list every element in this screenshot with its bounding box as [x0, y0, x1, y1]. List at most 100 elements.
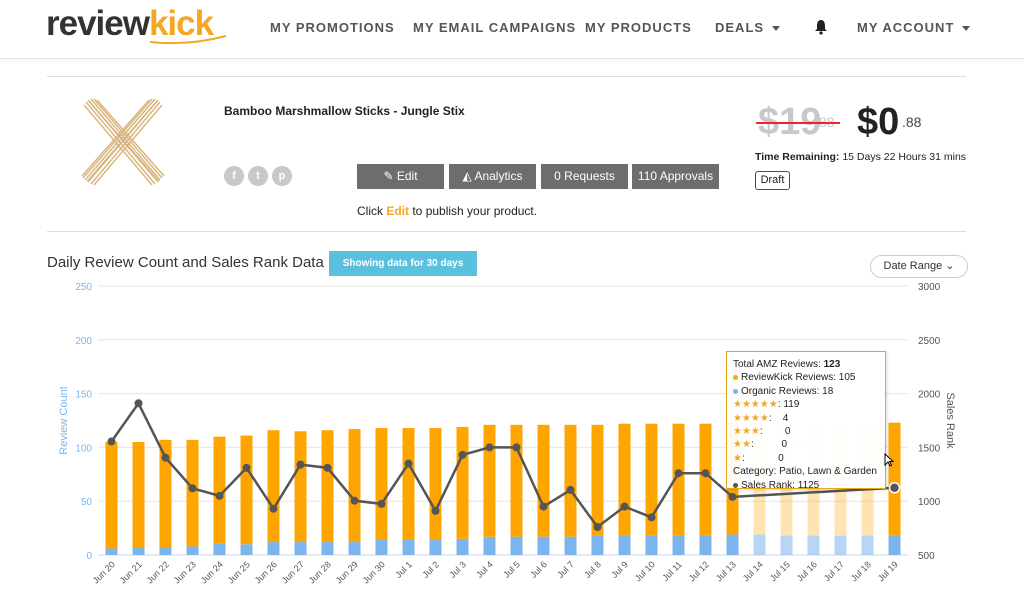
- five-star-icon: ★★★★★: [733, 399, 778, 411]
- tooltip-total: Total AMZ Reviews: 123: [733, 358, 885, 371]
- reviewkick-bar: [213, 436, 226, 544]
- reviewkick-bar: [402, 428, 415, 540]
- tooltip-4star-text: : 4: [768, 412, 789, 424]
- organic-bar: [888, 535, 901, 555]
- reviewkick-bar: [240, 435, 253, 545]
- reviewkick-bar: [456, 426, 469, 539]
- publish-edit-link[interactable]: Edit: [386, 204, 410, 218]
- y2-tick-label: 3000: [918, 282, 941, 293]
- date-range-dropdown[interactable]: Date Range ⌄: [870, 255, 968, 278]
- organic-bar: [294, 542, 307, 555]
- edit-button[interactable]: ✎ Edit: [357, 164, 444, 189]
- tooltip-total-label: Total AMZ Reviews:: [733, 359, 824, 370]
- organic-bar: [753, 534, 766, 555]
- publish-suffix: to publish your product.: [409, 204, 538, 218]
- y2-tick-label: 2000: [918, 390, 941, 401]
- tooltip-1star: ★: 0: [733, 452, 885, 465]
- twitter-icon[interactable]: t: [248, 166, 268, 186]
- reviewkick-bar: [186, 439, 199, 547]
- reviewkick-bar: [375, 428, 388, 540]
- chevron-down-icon: ⌄: [945, 260, 955, 272]
- x-tick-label: Jul 8: [582, 559, 603, 580]
- organic-bar: [213, 543, 226, 555]
- reviewkick-bar: [267, 430, 280, 543]
- tooltip-reviewkick: ReviewKick Reviews: 105: [733, 371, 885, 384]
- tooltip-3star: ★★★: 0: [733, 425, 885, 438]
- sales-rank-point: [701, 469, 710, 478]
- reviewkick-bar: [159, 439, 172, 548]
- tooltip-5star: ★★★★★: 119: [733, 398, 885, 411]
- sales-rank-point: [377, 499, 386, 508]
- organic-bar: [510, 536, 523, 555]
- reviewkick-bar: [645, 423, 658, 536]
- nav-my-email-campaigns[interactable]: MY EMAIL CAMPAIGNS: [413, 20, 577, 35]
- divider-top: [47, 76, 966, 77]
- reviewkick-bar: [591, 424, 604, 536]
- sales-rank-point: [215, 491, 224, 500]
- x-tick-label: Jun 21: [118, 559, 144, 585]
- reviewkick-bar: [483, 424, 496, 537]
- tooltip-2star: ★★: 0: [733, 438, 885, 451]
- nav-my-promotions[interactable]: MY PROMOTIONS: [270, 20, 395, 35]
- x-tick-label: Jul 16: [795, 559, 819, 583]
- y-tick-label: 150: [75, 390, 92, 401]
- y-tick-label: 0: [86, 551, 92, 562]
- organic-bar: [834, 535, 847, 555]
- tooltip-5star-text: : 119: [777, 399, 800, 411]
- sales-rank-point: [620, 502, 629, 511]
- x-tick-label: Jul 5: [501, 559, 522, 580]
- sales-rank-point: [728, 492, 737, 501]
- reviewkick-logo[interactable]: reviewkick: [46, 4, 227, 48]
- sales-rank-point: [674, 469, 683, 478]
- divider-middle: [47, 231, 966, 232]
- organic-bar: [483, 536, 496, 555]
- one-star-icon: ★: [733, 452, 742, 464]
- tooltip-organic: Organic Reviews: 18: [733, 385, 885, 398]
- mouse-cursor-icon: [884, 453, 894, 467]
- sales-rank-point: [539, 502, 548, 511]
- time-remaining: Time Remaining: 15 Days 22 Hours 31 mins: [755, 151, 966, 163]
- tooltip-3star-text: : 0: [759, 426, 791, 438]
- x-tick-label: Jul 4: [474, 559, 495, 580]
- x-tick-label: Jun 23: [172, 559, 198, 585]
- product-title[interactable]: Bamboo Marshmallow Sticks - Jungle Stix: [224, 104, 465, 118]
- organic-bar: [456, 538, 469, 555]
- two-star-icon: ★★: [733, 439, 751, 451]
- tooltip-2star-text: : 0: [750, 439, 788, 451]
- x-tick-label: Jul 17: [822, 559, 846, 583]
- analytics-button[interactable]: ◭ Analytics: [449, 164, 536, 189]
- product-image[interactable]: [80, 96, 166, 188]
- y2-tick-label: 1500: [918, 443, 941, 454]
- sales-rank-point: [188, 484, 197, 493]
- tooltip-1star-text: : 0: [741, 452, 784, 464]
- logo-swoosh-icon: [149, 35, 227, 45]
- reviewkick-bar: [429, 428, 442, 540]
- nav-deals[interactable]: DEALS: [715, 20, 781, 35]
- x-tick-label: Jun 24: [199, 559, 225, 585]
- reviewkick-bar: [105, 442, 118, 549]
- pinterest-icon[interactable]: p: [272, 166, 292, 186]
- sales-rank-point: [458, 450, 467, 459]
- requests-button[interactable]: 0 Requests: [541, 164, 628, 189]
- y-tick-label: 50: [81, 497, 93, 508]
- organic-bar: [861, 535, 874, 555]
- approvals-button[interactable]: 110 Approvals: [632, 164, 719, 189]
- nav-my-account[interactable]: MY ACCOUNT: [857, 20, 971, 35]
- bell-icon[interactable]: [814, 19, 828, 35]
- sales-rank-point: [296, 460, 305, 469]
- nav-my-products[interactable]: MY PRODUCTS: [585, 20, 692, 35]
- time-remaining-value: 15 Days 22 Hours 31 mins: [839, 151, 967, 163]
- x-tick-label: Jul 2: [420, 559, 441, 580]
- area-chart-icon: ◭: [462, 169, 475, 183]
- organic-bar: [186, 546, 199, 555]
- y-axis-title: Review Count: [58, 386, 70, 454]
- reviewkick-bar: [132, 442, 145, 548]
- organic-bar: [105, 548, 118, 555]
- facebook-icon[interactable]: f: [224, 166, 244, 186]
- reviewkick-bar: [321, 430, 334, 543]
- showing-data-button[interactable]: Showing data for 30 days: [329, 251, 477, 276]
- nav-my-account-label: MY ACCOUNT: [857, 20, 955, 35]
- sales-rank-point: [485, 443, 494, 452]
- approvals-button-label: 110 Approvals: [637, 169, 714, 183]
- organic-bar: [267, 542, 280, 555]
